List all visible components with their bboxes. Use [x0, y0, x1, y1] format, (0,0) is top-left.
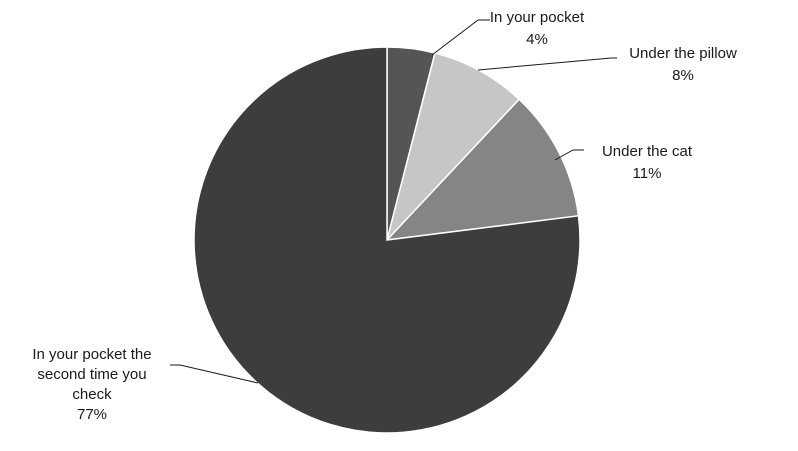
slice-value-label-1: 4%: [526, 31, 548, 48]
pie-slice-3: [385, 98, 580, 242]
slice-value-label-3: 11%: [633, 165, 662, 182]
slice-label-4-line-3: check: [72, 386, 112, 403]
slice-label-1-line-1: In your pocket: [490, 9, 585, 26]
slice-label-2-line-1: Under the pillow: [629, 45, 737, 62]
leader-line-1: [431, 19, 490, 56]
leader-lines-layer: [170, 19, 617, 384]
pie-slice-4: [193, 46, 581, 434]
leader-line-2: [477, 57, 617, 71]
labels-layer: In your pocket 4% Under the pillow 8% Under …: [32, 9, 737, 423]
slice-label-4-line-2: second time you: [37, 366, 146, 383]
slice-label-4-line-1: In your pocket the: [32, 346, 151, 363]
slices-layer: [193, 46, 581, 434]
slice-value-label-4: 77%: [77, 406, 107, 423]
leader-line-3: [554, 149, 584, 161]
leader-line-4: [170, 364, 259, 384]
slice-value-label-2: 8%: [672, 67, 694, 84]
pie-slice-2: [386, 52, 521, 241]
slice-label-3-line-1: Under the cat: [602, 143, 693, 160]
